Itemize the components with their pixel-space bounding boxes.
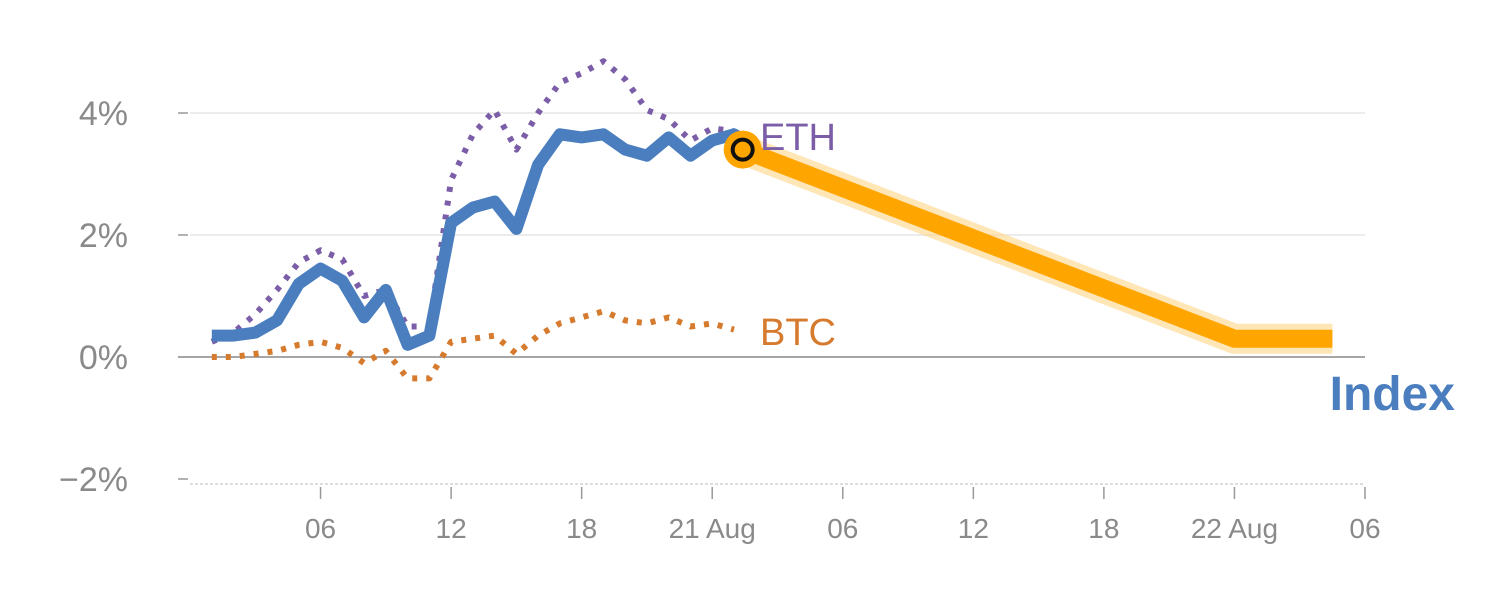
series-labels: ETH BTC Index (760, 117, 1455, 421)
btc-series-label: BTC (760, 312, 836, 354)
forecast-line (739, 141, 1333, 348)
x-tick-label: 18 (1088, 513, 1119, 544)
y-tick-label: −2% (59, 461, 128, 499)
x-tick-label: 12 (436, 513, 467, 544)
eth-series-label: ETH (760, 117, 836, 159)
x-tick-label: 06 (1349, 513, 1380, 544)
x-tick-label: 06 (827, 513, 858, 544)
y-tick-label: 4% (79, 95, 128, 133)
index-series-label: Index (1330, 368, 1456, 421)
x-tick-label: 18 (566, 513, 597, 544)
current-point-marker-ring (730, 137, 755, 162)
x-tick-label: 12 (958, 513, 989, 544)
index-line (211, 128, 759, 351)
axes: −2% 0% 2% 4% 06 12 18 21 Aug 06 12 18 22 Aug 06 (59, 95, 1381, 544)
x-tick-label: 22 Aug (1191, 513, 1278, 544)
y-tick-label: 2% (79, 217, 128, 255)
btc-line (211, 308, 735, 382)
current-point-marker-outer (723, 130, 762, 169)
x-tick-label: 06 (305, 513, 336, 544)
series-lines (210, 58, 1333, 382)
x-tick-label: 21 Aug (669, 513, 756, 544)
y-tick-label: 0% (79, 339, 128, 377)
